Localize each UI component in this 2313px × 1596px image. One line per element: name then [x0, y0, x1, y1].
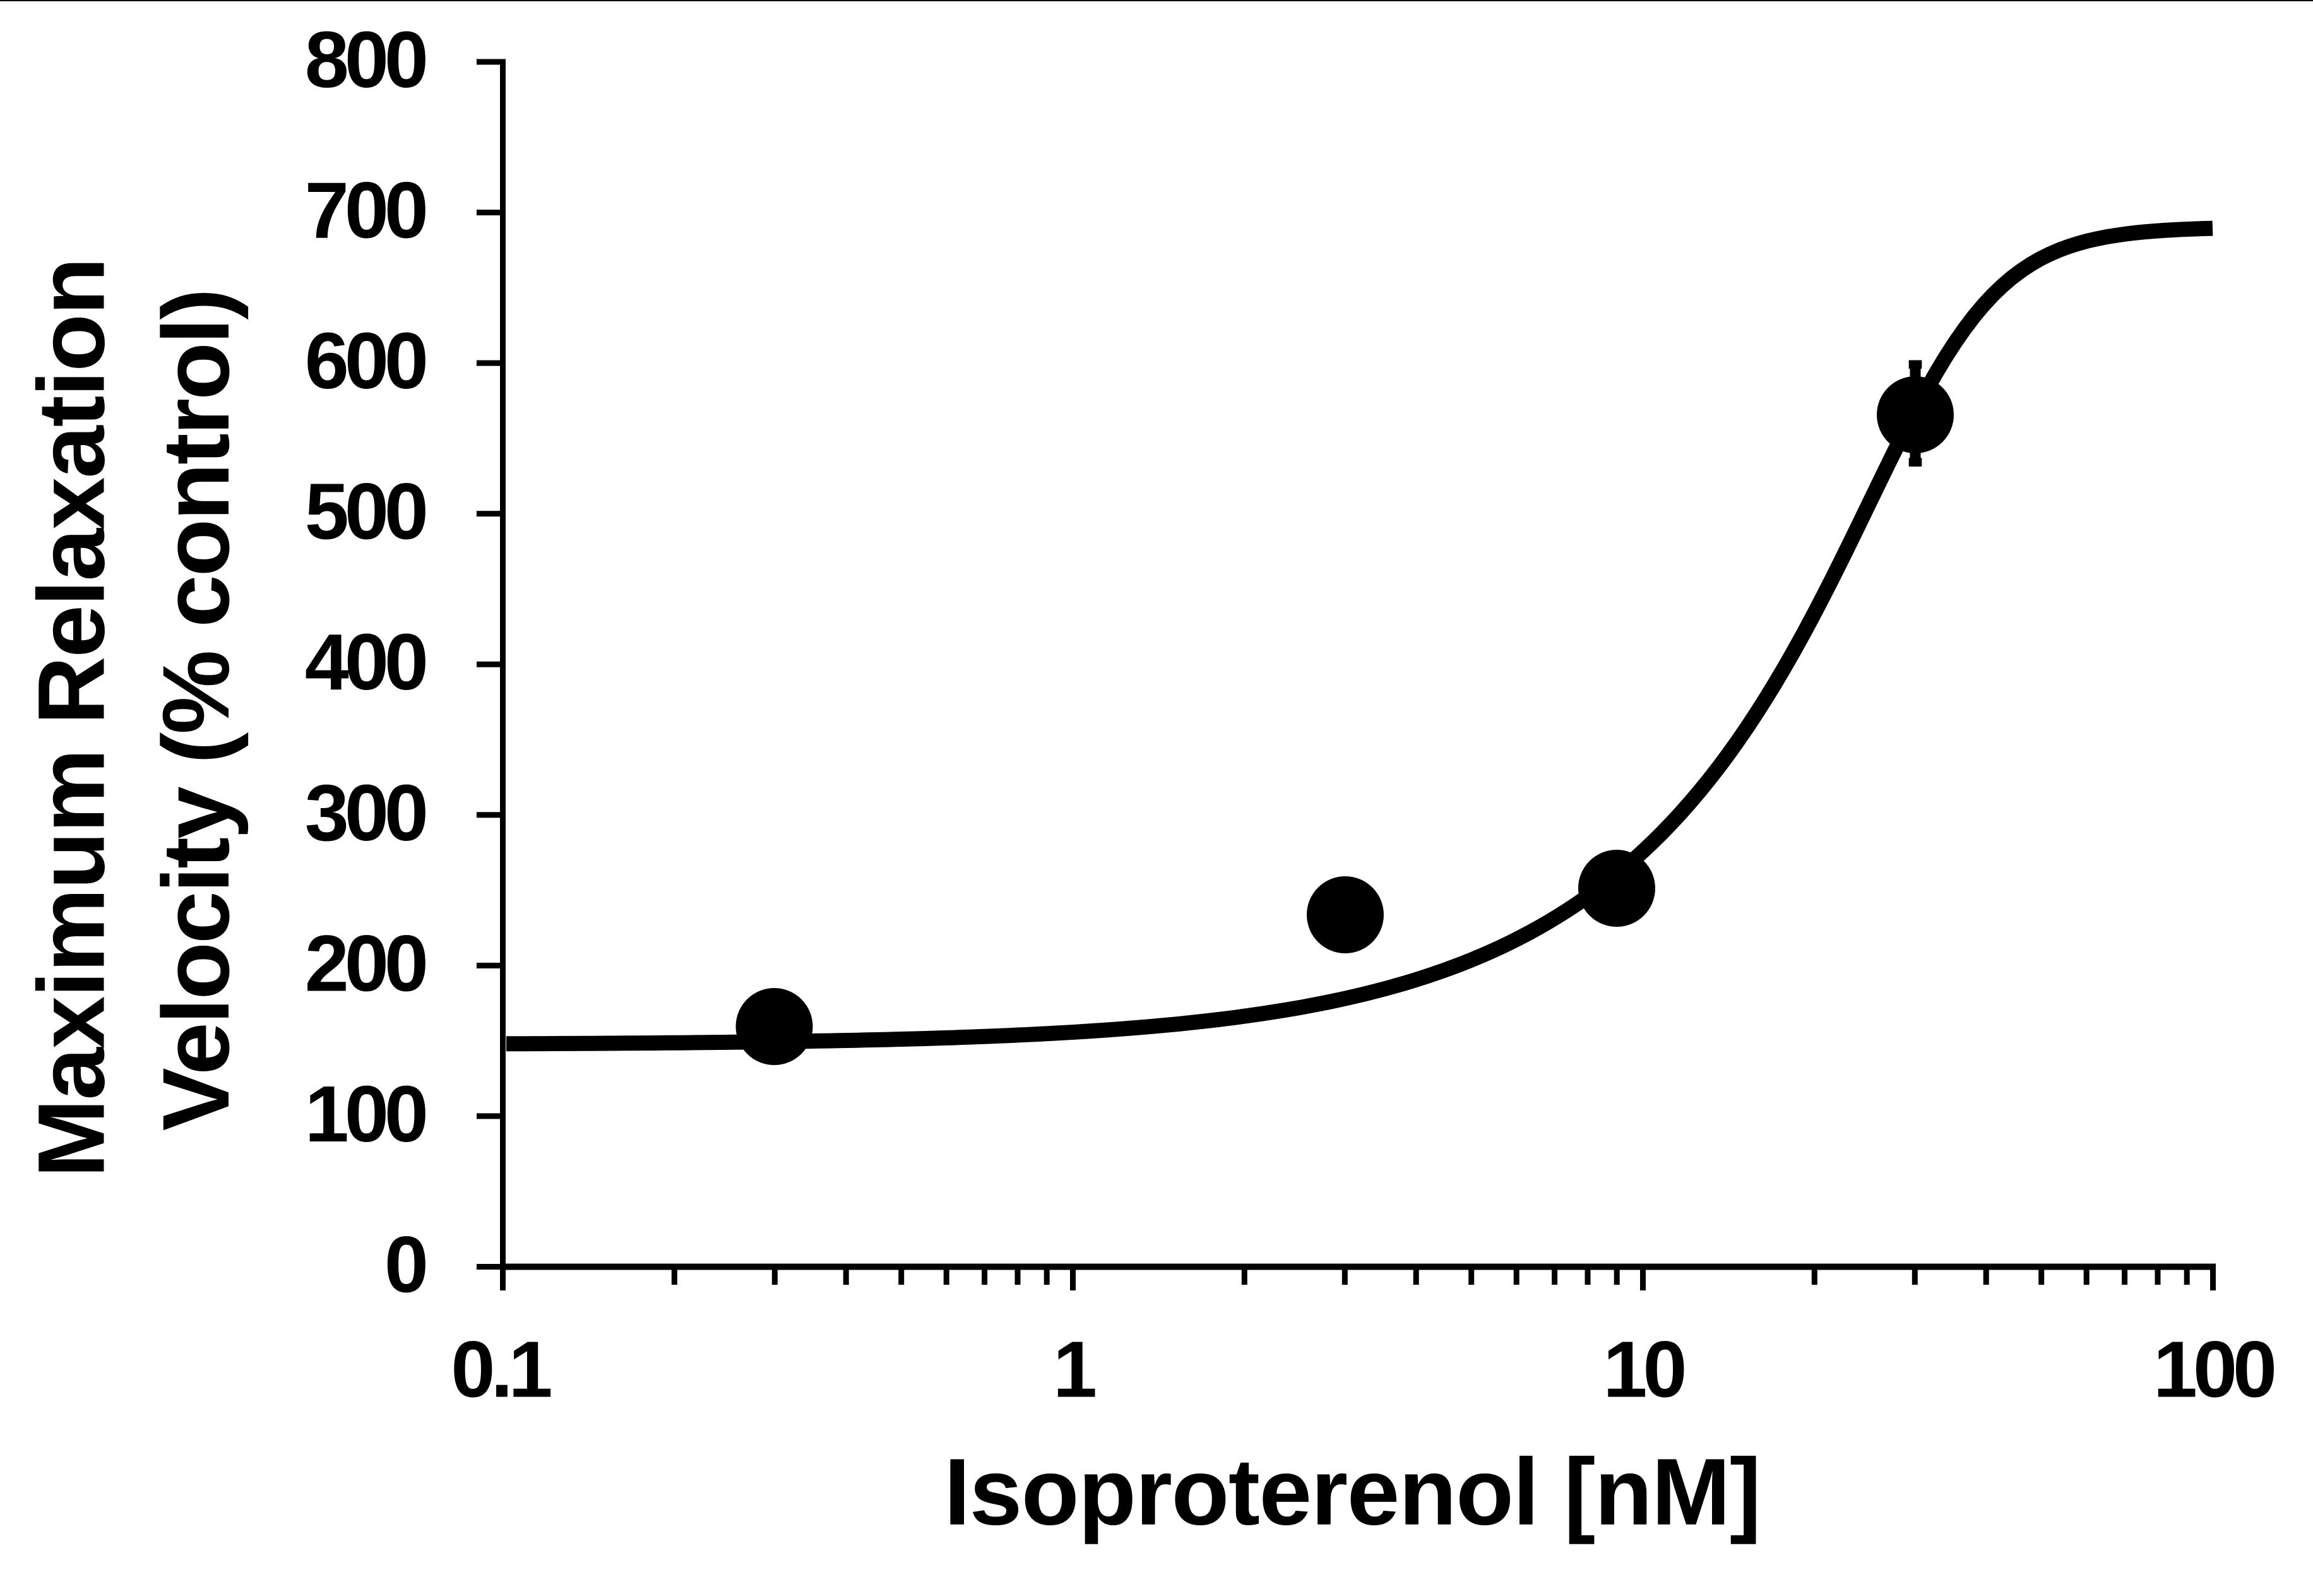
svg-text:400: 400 — [305, 617, 425, 706]
svg-text:0: 0 — [384, 1220, 425, 1309]
svg-text:100: 100 — [305, 1069, 425, 1158]
svg-text:200: 200 — [305, 919, 425, 1008]
svg-text:100: 100 — [2153, 1325, 2274, 1414]
svg-text:Velocity (% control): Velocity (% control) — [143, 290, 249, 1131]
svg-text:Maximum Relaxation: Maximum Relaxation — [18, 258, 124, 1177]
svg-text:800: 800 — [305, 15, 425, 104]
svg-text:1: 1 — [1053, 1325, 1095, 1414]
svg-text:700: 700 — [305, 166, 425, 255]
svg-text:300: 300 — [305, 768, 425, 857]
svg-text:500: 500 — [305, 467, 425, 556]
svg-text:Isoproterenol [nM]: Isoproterenol [nM] — [944, 1439, 1760, 1545]
svg-text:0.1: 0.1 — [451, 1325, 550, 1414]
svg-text:600: 600 — [305, 316, 425, 405]
svg-text:10: 10 — [1603, 1325, 1684, 1414]
